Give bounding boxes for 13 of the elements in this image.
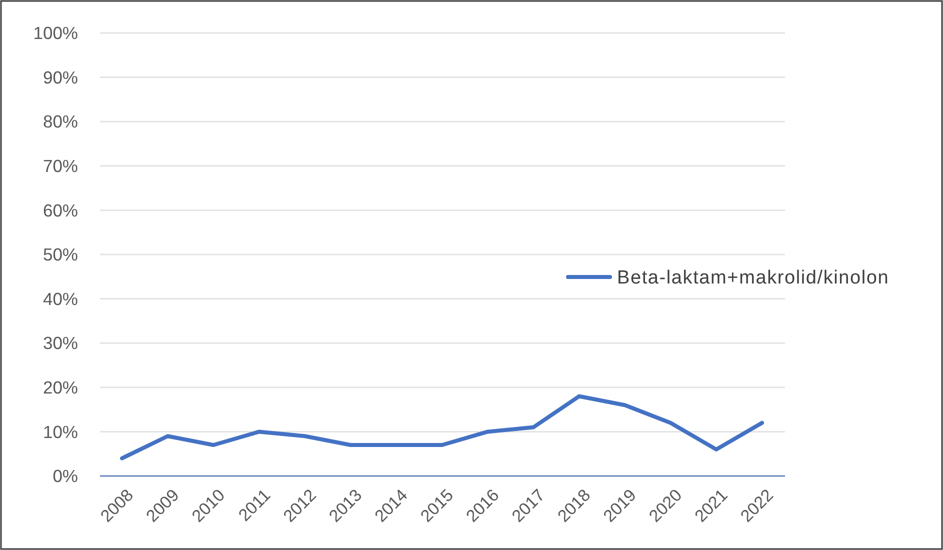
y-tick-label: 100%: [33, 23, 78, 44]
y-tick-label: 40%: [42, 288, 78, 309]
y-tick-label: 20%: [42, 378, 78, 398]
y-tick-label: 90%: [42, 67, 78, 88]
y-tick-label: 80%: [42, 112, 78, 132]
line-series: [120, 394, 764, 460]
legend-label: Beta-laktam+makrolid/kinolon: [617, 268, 890, 289]
y-tick-label: 0%: [52, 466, 78, 486]
y-tick-label: 60%: [42, 200, 78, 220]
y-tick-label: 70%: [42, 156, 78, 176]
y-tick-label: 30%: [42, 333, 78, 354]
y-tick-label: 50%: [42, 244, 78, 265]
y-tick-label: 10%: [42, 422, 78, 442]
